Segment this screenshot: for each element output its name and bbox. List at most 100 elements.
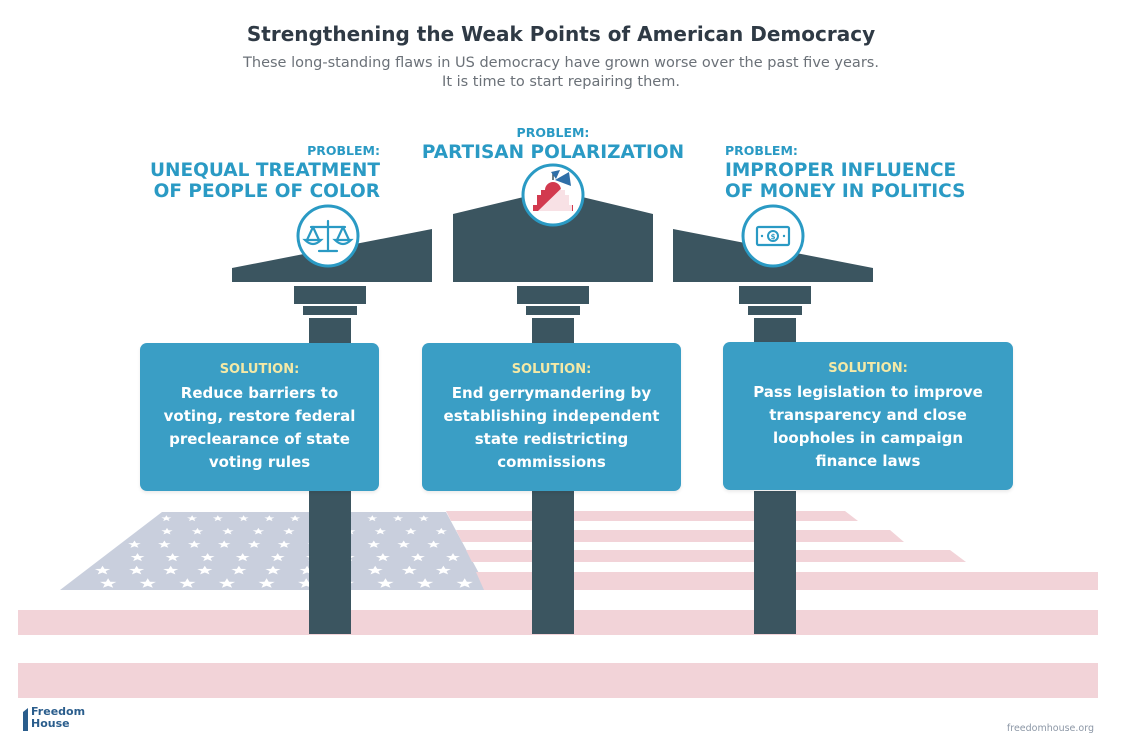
flag-star (290, 515, 301, 522)
problem-title-right: IMPROPER INFLUENCE OF MONEY IN POLITICS (725, 160, 1025, 202)
solution-text-center: End gerrymandering by establishing indep… (422, 382, 681, 474)
flag-star (235, 553, 250, 562)
flag-star (367, 515, 378, 522)
solution-card-center: SOLUTION: End gerrymandering by establis… (422, 343, 681, 491)
flag-star (298, 578, 315, 588)
flag-star (367, 565, 383, 575)
flag-star (252, 527, 265, 535)
problem-title-left-line-1: UNEQUAL TREATMENT (149, 160, 380, 181)
problem-title-right-line-1: IMPROPER INFLUENCE (725, 160, 957, 181)
logo-line-2: House (31, 717, 70, 730)
flag-star (128, 540, 141, 548)
problem-title-center-line-1: PARTISAN POLARIZATION (421, 142, 685, 163)
flag-star (161, 515, 172, 522)
solution-center-line-2: establishing independent (443, 407, 660, 425)
solution-left-line-1: Reduce barriers to (180, 384, 339, 402)
flag-star (258, 578, 275, 588)
flag-star (222, 527, 234, 535)
flag-star (197, 565, 213, 575)
flag-star (416, 578, 434, 588)
flag-star (283, 527, 295, 535)
flag-star (165, 553, 180, 562)
flag-star (446, 553, 460, 562)
page-subtitle: These long-standing flaws in US democrac… (0, 54, 1122, 92)
solution-left-line-4: voting rules (208, 453, 311, 471)
dollar-bill-icon: $ (741, 204, 805, 268)
flag-star (161, 527, 173, 535)
flag-star (247, 540, 261, 548)
solution-card-right: SOLUTION: Pass legislation to improve tr… (723, 342, 1013, 490)
site-url: freedomhouse.org (1006, 723, 1094, 734)
flag-star (418, 515, 429, 522)
flag-star (264, 515, 275, 522)
flag-star (200, 553, 215, 562)
problem-label-center: PROBLEM: (516, 125, 590, 140)
flag-canton (60, 512, 488, 590)
solution-right-line-1: Pass legislation to improve (753, 383, 983, 401)
flag-star (270, 553, 285, 562)
solution-text-left: Reduce barriers to voting, restore feder… (140, 382, 379, 474)
solution-label-left: SOLUTION: (219, 362, 300, 377)
flag-star (231, 565, 247, 575)
flag-star (265, 565, 281, 575)
solution-center-line-3: state redistricting (474, 430, 629, 448)
solution-right-line-4: finance laws (815, 452, 921, 470)
flag-star (238, 515, 249, 522)
flag-stars (94, 515, 473, 588)
scales-icon (296, 204, 360, 268)
flag-star (218, 578, 236, 588)
flag-star (217, 540, 231, 548)
flag-star (130, 553, 145, 562)
flag-star (163, 565, 179, 575)
problem-title-center: PARTISAN POLARIZATION (403, 142, 703, 163)
problem-label-right: PROBLEM: (725, 143, 798, 158)
flag-star (411, 553, 425, 562)
freedom-house-logo-mark (23, 708, 28, 731)
flag-star (212, 515, 223, 522)
flag-star (129, 565, 145, 575)
flag-star (397, 540, 410, 548)
flag-star (427, 540, 440, 548)
flag-star (392, 515, 404, 522)
solution-right-line-3: loopholes in campaign (772, 429, 964, 447)
solution-label-right: SOLUTION: (828, 361, 908, 376)
flag-star (99, 578, 117, 588)
flag-star (401, 565, 417, 575)
problem-title-right-line-2: OF MONEY IN POLITICS (725, 181, 966, 202)
flag-star (299, 565, 315, 575)
solution-left-line-2: voting, restore federal (163, 407, 356, 425)
solution-center-line-1: End gerrymandering by (451, 384, 652, 402)
flag-star (374, 527, 386, 535)
flag-star (367, 540, 381, 548)
flag-star (187, 515, 198, 522)
flag-star (158, 540, 171, 548)
flag-star (405, 527, 417, 535)
flag-star (456, 578, 473, 588)
solution-card-left: SOLUTION: Reduce barriers to voting, res… (140, 343, 379, 491)
flag-star (179, 578, 196, 588)
flag-star (375, 553, 390, 562)
problem-label-left: PROBLEM: (307, 143, 380, 158)
pillar-center (453, 190, 653, 634)
problem-title-left-line-2: OF PEOPLE OF COLOR (153, 181, 380, 202)
problem-title-left: UNEQUAL TREATMENT OF PEOPLE OF COLOR (100, 160, 380, 202)
flag-star (187, 540, 201, 548)
flag-star (191, 527, 204, 535)
svg-text:$: $ (771, 233, 776, 241)
solution-text-right: Pass legislation to improve transparency… (723, 381, 1013, 473)
logo-line-1: Freedom (31, 705, 86, 718)
flag-star (139, 578, 156, 588)
flag-star (377, 578, 394, 588)
flag-star (435, 527, 447, 535)
flag-star (435, 565, 451, 575)
solution-left-line-3: preclearance of state (169, 430, 350, 448)
page-title: Strengthening the Weak Points of America… (246, 22, 876, 46)
subtitle-line-1: These long-standing flaws in US democrac… (243, 55, 879, 71)
solution-right-line-2: transparency and close (769, 406, 967, 424)
capitol-icon (521, 163, 585, 227)
flag-star (277, 540, 291, 548)
subtitle-line-2: It is time to start repairing them. (442, 74, 680, 90)
freedom-house-logo: Freedom House (22, 706, 85, 730)
solution-label-center: SOLUTION: (511, 362, 592, 377)
